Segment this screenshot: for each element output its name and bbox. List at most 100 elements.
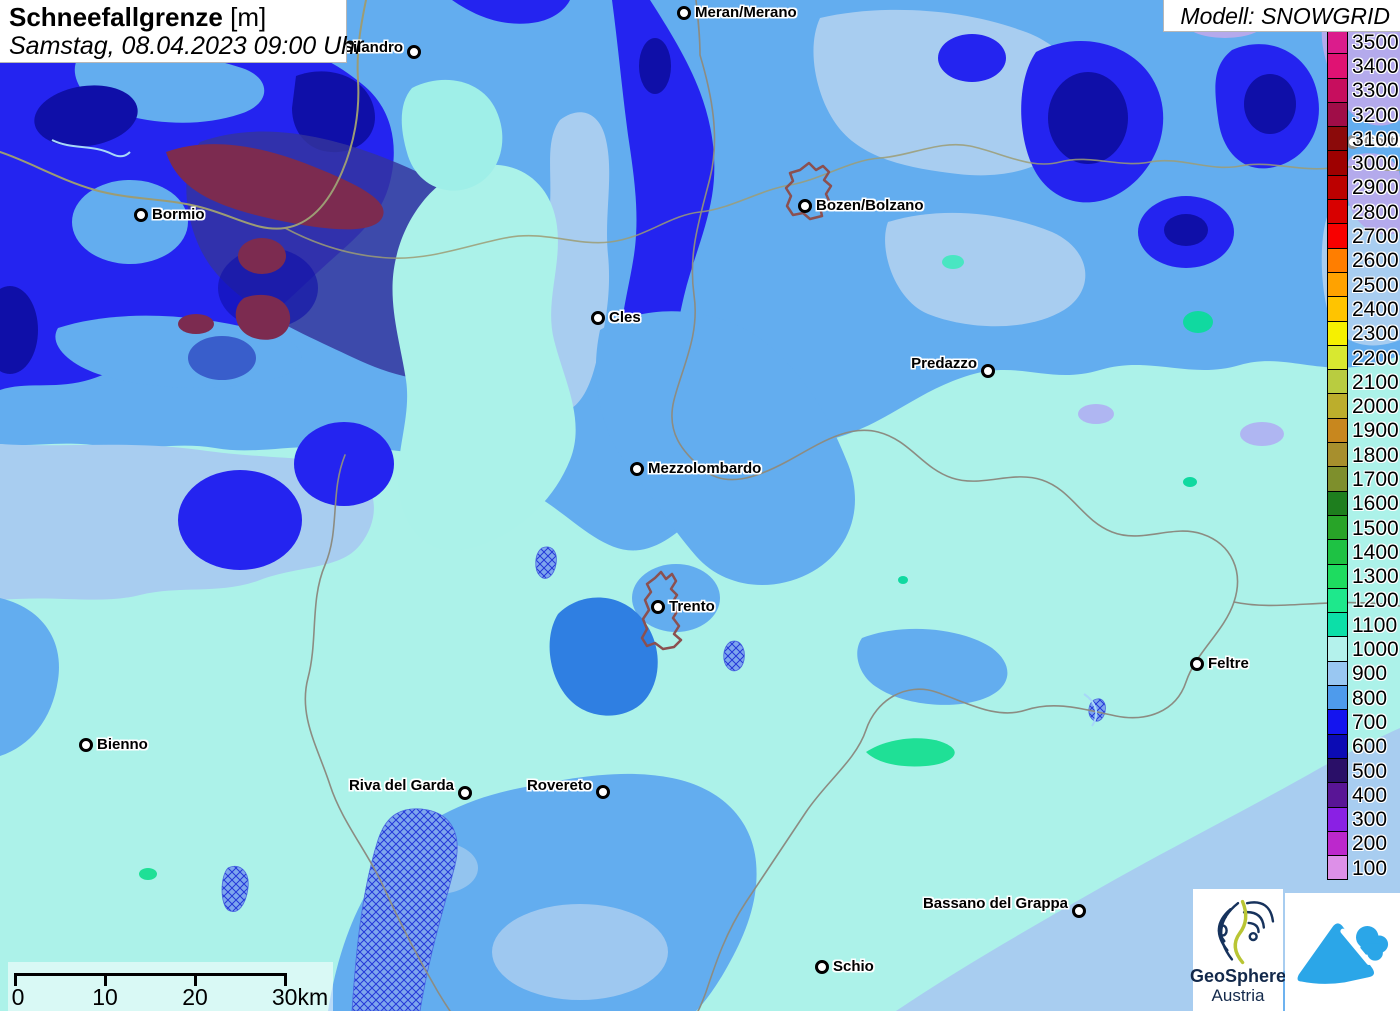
legend-color-swatch (1327, 174, 1348, 201)
scale-tick (14, 973, 17, 986)
legend-value-label: 3400 (1352, 54, 1399, 78)
legend-row: 2000 (1327, 393, 1399, 419)
scale-label-10: 10 (92, 984, 118, 1010)
legend-color-swatch (1327, 223, 1348, 249)
legend-color-swatch (1327, 587, 1348, 614)
trento-boundary (640, 570, 683, 651)
legend-color-swatch (1327, 563, 1348, 589)
scale-tick (284, 973, 287, 986)
legend-row: 1700 (1327, 466, 1399, 492)
legend: 3500 3400 3300 3200 3100 3000 2900 2800 2700 2600… (1327, 29, 1399, 881)
legend-value-label: 700 (1352, 710, 1388, 734)
legend-color-swatch (1327, 855, 1348, 881)
legend-row: 2600 (1327, 247, 1399, 273)
legend-value-label: 3000 (1352, 152, 1399, 176)
legend-row: 2500 (1327, 271, 1399, 298)
legend-value-label: 1600 (1352, 492, 1399, 516)
legend-value-label: 100 (1352, 856, 1388, 880)
legend-value-label: 1100 (1352, 613, 1398, 637)
legend-row: 3100 (1327, 126, 1399, 152)
river-lines (51, 139, 1098, 727)
legend-color-swatch (1327, 466, 1348, 492)
bozen-boundary (784, 161, 833, 221)
legend-row: 2100 (1327, 369, 1399, 395)
legend-row: 3200 (1327, 101, 1399, 128)
legend-row: 2800 (1327, 199, 1399, 225)
legend-color-swatch (1327, 612, 1348, 638)
legend-value-label: 2900 (1352, 176, 1399, 200)
scale-label-30km: 30km (271, 984, 329, 1010)
legend-color-swatch (1327, 417, 1348, 444)
legend-color-swatch (1327, 830, 1348, 857)
legend-value-label: 800 (1352, 686, 1388, 710)
scale-tick (194, 973, 197, 986)
legend-row: 1300 (1327, 563, 1399, 589)
legend-value-label: 200 (1352, 832, 1388, 856)
legend-row: 200 (1327, 830, 1399, 857)
legend-color-swatch (1327, 709, 1348, 735)
geosphere-logo-icon (1217, 899, 1275, 965)
legend-row: 500 (1327, 757, 1399, 784)
legend-color-swatch (1327, 757, 1348, 784)
legend-value-label: 3300 (1352, 79, 1399, 103)
city-boundary-outlines (640, 161, 833, 651)
legend-color-swatch (1327, 514, 1348, 541)
legend-color-swatch (1327, 806, 1348, 832)
legend-value-label: 2700 (1352, 225, 1399, 249)
weather-service-logo-box (1285, 893, 1400, 1011)
map-datetime: Samstag, 08.04.2023 09:00 Uhr (9, 32, 364, 60)
legend-row: 1900 (1327, 417, 1399, 444)
legend-value-label: 2200 (1352, 346, 1399, 370)
legend-row: 3400 (1327, 53, 1399, 79)
legend-row: 900 (1327, 660, 1399, 687)
legend-value-label: 1200 (1352, 589, 1399, 613)
legend-color-swatch (1327, 53, 1348, 79)
legend-row: 400 (1327, 782, 1399, 808)
legend-color-swatch (1327, 782, 1348, 808)
legend-row: 1500 (1327, 514, 1399, 541)
legend-value-label: 2100 (1352, 370, 1399, 394)
geosphere-country: Austria (1211, 986, 1265, 1005)
legend-value-label: 1000 (1352, 638, 1399, 662)
geosphere-name: GeoSphere (1189, 966, 1287, 986)
legend-color-swatch (1327, 442, 1348, 468)
legend-value-label: 400 (1352, 783, 1388, 807)
legend-value-label: 2000 (1352, 395, 1399, 419)
legend-color-swatch (1327, 247, 1348, 273)
scale-bar-line (14, 973, 286, 976)
legend-value-label: 2800 (1352, 200, 1399, 224)
map-title: Schneefallgrenze [m] (9, 2, 337, 32)
legend-color-swatch (1327, 271, 1348, 298)
legend-row: 2700 (1327, 223, 1399, 249)
legend-row: 3300 (1327, 77, 1399, 103)
legend-color-swatch (1327, 77, 1348, 103)
legend-value-label: 300 (1352, 808, 1388, 832)
legend-value-label: 500 (1352, 759, 1388, 783)
legend-row: 100 (1327, 855, 1399, 881)
legend-color-swatch (1327, 636, 1348, 662)
legend-color-swatch (1327, 685, 1348, 711)
legend-color-swatch (1327, 101, 1348, 128)
mountain-cloud-logo-icon (1297, 923, 1388, 984)
legend-value-label: 1400 (1352, 540, 1399, 564)
legend-row: 1800 (1327, 442, 1399, 468)
legend-value-label: 2400 (1352, 297, 1399, 321)
legend-color-swatch (1327, 490, 1348, 516)
legend-value-label: 2500 (1352, 273, 1399, 297)
legend-row: 1200 (1327, 587, 1399, 614)
legend-row: 2200 (1327, 344, 1399, 371)
legend-color-swatch (1327, 29, 1348, 55)
legend-color-swatch (1327, 199, 1348, 225)
legend-value-label: 3500 (1352, 30, 1399, 54)
legend-color-swatch (1327, 660, 1348, 687)
legend-row: 800 (1327, 685, 1399, 711)
legend-value-label: 3200 (1352, 103, 1399, 127)
legend-row: 3500 (1327, 29, 1399, 55)
legend-value-label: 1900 (1352, 419, 1399, 443)
legend-value-label: 3100 (1352, 127, 1399, 151)
legend-row: 300 (1327, 806, 1399, 832)
scale-tick (104, 973, 107, 986)
legend-value-label: 1300 (1352, 565, 1399, 589)
